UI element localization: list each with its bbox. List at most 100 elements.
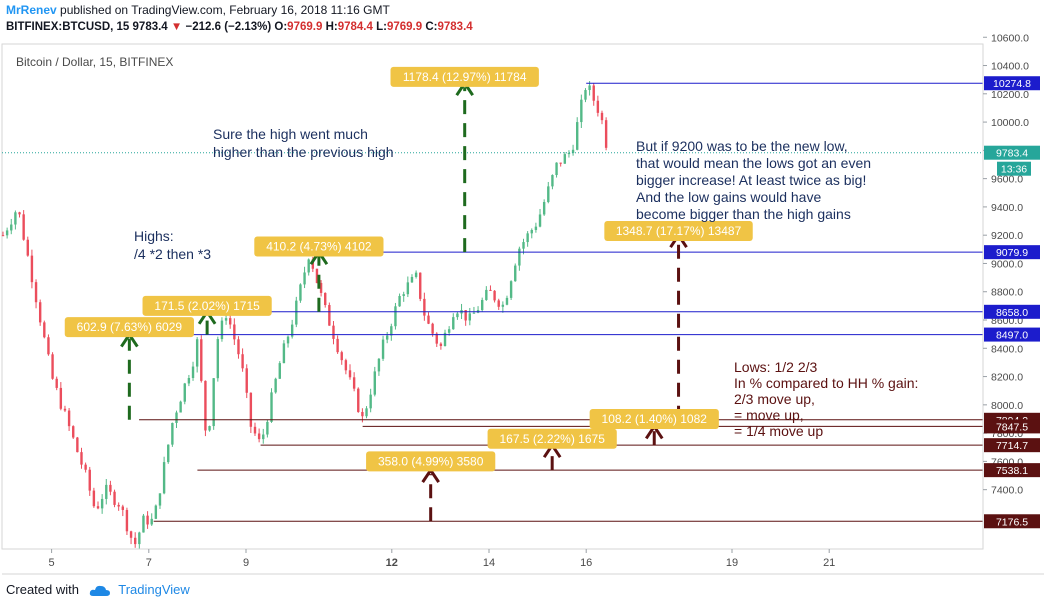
y-tick-label: 9400.0 (991, 202, 1023, 214)
candle-body (394, 306, 397, 327)
candle-body (580, 99, 583, 123)
low-price-badge-box (984, 463, 1040, 478)
candle-body (216, 339, 220, 379)
candle-body (559, 162, 562, 164)
change-value: −212.6 (−2.13%) (185, 21, 272, 33)
open-label: O: (274, 21, 288, 33)
candle-body (183, 383, 186, 402)
candle-body (80, 452, 83, 465)
candle-body (299, 284, 302, 301)
candle-body (142, 515, 145, 533)
candle-body (423, 298, 426, 316)
candle-body (245, 368, 248, 393)
annotation-lows-ratio: 2/3 move up, (734, 391, 815, 407)
candle-body (55, 378, 58, 388)
measure-label-box (142, 295, 272, 316)
candle-body (365, 408, 368, 417)
candle-body (38, 302, 42, 323)
candle-body (290, 324, 294, 337)
tradingview-link[interactable]: TradingView (118, 582, 190, 597)
high-price-badge: 10274.8 (993, 78, 1031, 90)
high-price-badge-box (984, 304, 1040, 319)
candle-body (92, 490, 96, 507)
high-price-badge-box (984, 76, 1040, 91)
candle-body (402, 294, 405, 296)
x-tick-label: 9 (243, 557, 249, 569)
last-price-value: 9783.4 (132, 21, 168, 33)
measure-label: 1178.4 (12.97%) 11784 (403, 70, 527, 84)
low-price-badge-box (984, 514, 1040, 529)
candle-body (377, 358, 381, 372)
measure-label-box (64, 317, 194, 338)
candle-body (76, 437, 79, 453)
y-tick-label: 9000.0 (991, 258, 1023, 270)
candle-body (385, 335, 389, 340)
annotation-low-scenario: become bigger than the high gains (636, 206, 851, 222)
last-price-badge: 9783.4 (996, 148, 1028, 160)
created-with-text: Created with (6, 582, 79, 597)
candle-body (414, 272, 418, 277)
annotation-lows-ratio: = move up, (734, 407, 804, 423)
open-value: 9769.9 (287, 21, 323, 33)
candle-body (220, 320, 224, 340)
candle-body (447, 329, 451, 333)
candle-body (117, 504, 120, 507)
candle-body (443, 332, 447, 346)
candle-body (26, 239, 29, 256)
candle-body (332, 325, 335, 339)
high-price-badge: 8497.0 (996, 330, 1028, 342)
annotation-low-scenario: bigger increase! At least twice as big! (636, 172, 866, 188)
candle-body (212, 378, 215, 427)
measure-label: 167.5 (2.22%) 1675 (499, 432, 605, 446)
candle-body (138, 532, 141, 545)
candle-body (501, 304, 505, 307)
candle-body (464, 310, 467, 321)
candle-body (348, 370, 352, 378)
candle-body (571, 149, 575, 153)
candle-body (373, 371, 376, 395)
candle-body (567, 152, 571, 155)
candle-body (154, 505, 158, 519)
low-price-badge: 7714.7 (996, 440, 1028, 452)
y-tick-label: 8400.0 (991, 343, 1023, 355)
candle-body (509, 281, 513, 298)
publish-text: published on TradingView.com, February 1… (60, 3, 390, 17)
chart-title: Bitcoin / Dollar, 15, BITFINEX (16, 55, 173, 69)
high-price-badge: 9079.9 (996, 247, 1028, 259)
candle-body (427, 315, 430, 324)
candle-body (361, 411, 364, 417)
annotation-lows-ratio: In % compared to HH % gain: (734, 375, 918, 391)
measure-label: 358.0 (4.99%) 3580 (378, 454, 484, 468)
candle-body (47, 337, 50, 355)
candle-body (171, 422, 174, 445)
y-tick-label: 7400.0 (991, 485, 1023, 497)
annotation-low-scenario: But if 9200 was to be the new low, (636, 138, 848, 154)
candle-body (328, 305, 331, 326)
candle-body (592, 85, 595, 101)
candle-body (315, 268, 319, 283)
candle-body (229, 318, 232, 325)
candle-body (489, 289, 492, 291)
candle-body (485, 289, 488, 300)
author-name[interactable]: MrRenev (6, 3, 57, 17)
measure-label: 410.2 (4.73%) 4102 (266, 239, 372, 253)
measure-label: 602.9 (7.63%) 6029 (77, 320, 183, 334)
candle-body (505, 297, 509, 305)
candle-body (167, 444, 170, 463)
candle-body (237, 339, 240, 355)
measure-label-box (254, 236, 384, 257)
annotation-low-scenario: that would mean the lows got an even (636, 155, 871, 171)
candle-body (67, 410, 71, 427)
candle-body (10, 224, 13, 231)
candle-body (406, 282, 410, 295)
candle-body (84, 464, 87, 470)
down-arrow-icon: ▼ (170, 21, 183, 33)
annotation-low-scenario: And the low gains would have (636, 189, 821, 205)
x-tick-label: 7 (146, 557, 152, 569)
candle-body (109, 484, 112, 492)
candle-body (257, 433, 261, 440)
candle-body (419, 272, 422, 299)
candle-body (398, 295, 401, 307)
candle-body (187, 378, 191, 384)
